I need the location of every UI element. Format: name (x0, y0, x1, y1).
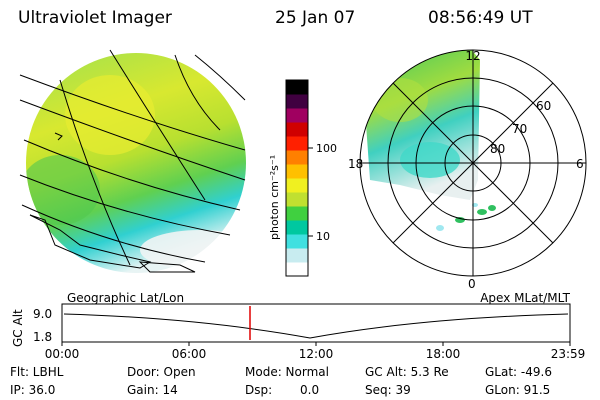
altitude-timeline: Geographic Lat/Lon Apex MLat/MLT 9.0 1.8… (11, 291, 585, 361)
geographic-grid (19, 49, 246, 266)
colorbar-swatch (286, 94, 308, 109)
colorbar-swatch (286, 136, 308, 151)
colorbar-swatch (286, 262, 308, 277)
timeline-left-label: Geographic Lat/Lon (67, 291, 184, 305)
mlt-label-12: 12 (465, 49, 480, 63)
mlt-label-6: 6 (576, 157, 584, 171)
lat-label-60: 60 (536, 99, 551, 113)
sequence-status: Seq: 39 (365, 383, 411, 397)
date-label: 25 Jan 07 (275, 8, 356, 28)
lat-label-80: 80 (490, 142, 505, 156)
timeline-ymin: 1.8 (33, 330, 52, 344)
gain-status: Gain: 14 (127, 383, 178, 397)
geographic-image (19, 49, 246, 273)
x-tick-0000: 00:00 (45, 347, 80, 361)
lat-label-70: 70 (512, 122, 527, 136)
timeline-right-label: Apex MLat/MLT (480, 291, 570, 305)
colorbar-swatch (286, 248, 308, 263)
mode-status: Mode: Normal (245, 365, 329, 379)
mlt-label-18: 18 (348, 157, 363, 171)
x-tick-0600: 06:00 (172, 347, 207, 361)
colorbar-swatch (286, 108, 308, 123)
timeline-ymax: 9.0 (33, 307, 52, 321)
colorbar-swatch (286, 192, 308, 207)
geo-latitude-status: GLat: -49.6 (485, 365, 552, 379)
mlt-label-0: 0 (468, 277, 476, 291)
colorbar-swatch (286, 122, 308, 137)
polar-image: 12 18 6 0 60 70 80 (348, 49, 587, 291)
instrument-title: Ultraviolet Imager (18, 8, 172, 28)
dsp-label: Dsp: (245, 383, 273, 397)
polar-grid (359, 49, 587, 277)
altitude-curve (63, 313, 569, 339)
colorbar-unit-label: photon cm⁻²s⁻¹ (268, 155, 281, 240)
colorbar-swatch (286, 150, 308, 165)
coastline (29, 214, 152, 269)
geo-longitude-status: GLon: 91.5 (485, 383, 551, 397)
colorbar-swatch (286, 178, 308, 193)
colorbar-swatch (286, 80, 308, 95)
ip-status: IP: 36.0 (10, 383, 56, 397)
intensity-colorbar: 100 10 photon cm⁻²s⁻¹ (268, 79, 337, 277)
gc-altitude-status: GC Alt: 5.3 Re (365, 365, 449, 379)
colorbar-tick-10: 10 (316, 230, 330, 243)
colorbar-swatch (286, 220, 308, 235)
door-status: Door: Open (127, 365, 196, 379)
x-tick-1200: 12:00 (299, 347, 334, 361)
colorbar-tick-100: 100 (316, 142, 337, 155)
x-tick-1800: 18:00 (426, 347, 461, 361)
colorbar-swatch (286, 164, 308, 179)
colorbar-swatch (286, 234, 308, 249)
time-label: 08:56:49 UT (428, 8, 533, 28)
colorbar-swatch (286, 206, 308, 221)
filter-status: Flt: LBHL (10, 365, 64, 379)
dsp-value: 0.0 (300, 383, 320, 397)
x-tick-2359: 23:59 (551, 347, 586, 361)
timeline-axis-label: GC Alt (11, 309, 25, 347)
